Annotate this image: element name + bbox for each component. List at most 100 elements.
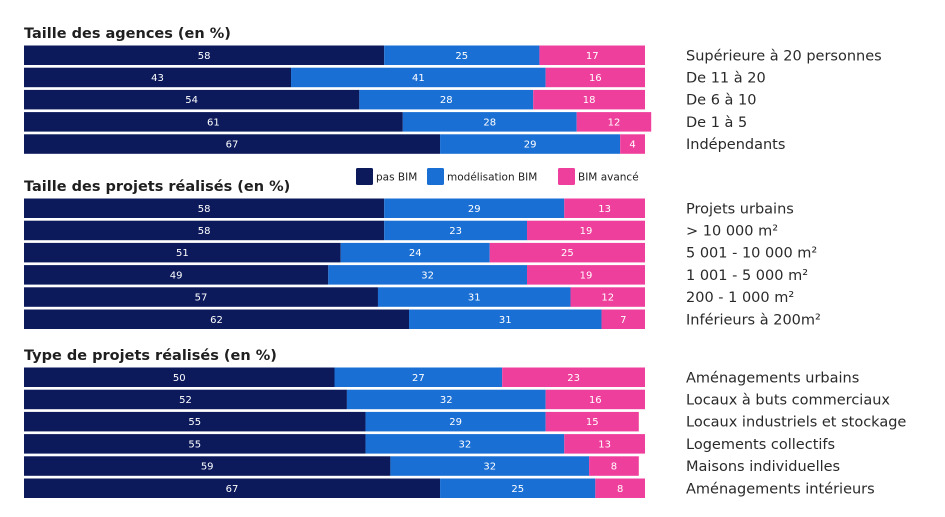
data-label: 16 [589,395,602,406]
bar-segment-mod-lisation-bim [409,309,602,329]
bar-segment-mod-lisation-bim [328,265,528,285]
bar-segment-pas-bim [24,287,378,307]
bar-segment-mod-lisation-bim [402,112,577,132]
category-label: Inférieurs à 200m² [686,312,821,328]
data-label: 19 [580,226,593,237]
data-label: 32 [483,462,496,473]
bar-segment-bim-avanc- [502,367,645,387]
bar-row: 54 28 18 De 6 à 10 [24,89,756,110]
legend-label: BIM avancé [578,172,639,184]
bar-segment-pas-bim [24,478,441,498]
bar-segment-mod-lisation-bim [390,456,590,476]
data-label: 25 [511,484,524,495]
bar-segment-mod-lisation-bim [384,220,528,241]
data-label: 55 [188,417,201,428]
bar-segment-mod-lisation-bim [340,242,490,263]
data-label: 58 [198,51,211,62]
bar-row: 67 29 4 Indépendants [24,134,785,154]
data-label: 23 [449,226,462,237]
bar-segment-mod-lisation-bim [359,89,534,110]
legend-swatch [427,168,444,185]
bar-row: 57 31 12 200 - 1 000 m² [24,287,794,307]
category-label: Supérieure à 20 personnes [686,48,882,64]
legend: pas BIM modélisation BIM BIM avancé [356,168,639,185]
data-label: 15 [586,417,599,428]
bar-segment-bim-avanc- [601,309,645,329]
bar-segment-bim-avanc- [595,478,645,498]
legend-swatch [356,168,373,185]
bar-segment-bim-avanc- [620,134,645,154]
data-label: 32 [421,270,434,281]
data-label: 29 [468,204,481,215]
data-label: 18 [583,95,596,106]
data-label: 8 [617,484,623,495]
bar-segment-pas-bim [24,411,366,432]
data-label: 29 [449,417,462,428]
chart-title: Taille des agences (en %) [24,26,231,42]
bar-segment-pas-bim [24,134,441,154]
bar-row: 55 29 15 Locaux industriels et stockage [24,411,906,432]
bar-segment-bim-avanc- [570,287,645,307]
category-label: > 10 000 m² [686,223,778,239]
category-label: 5 001 - 10 000 m² [686,246,817,262]
data-label: 13 [598,439,611,450]
data-label: 59 [201,462,214,473]
bar-segment-bim-avanc- [527,220,645,241]
data-label: 7 [620,315,626,326]
bar-row: 61 28 12 De 1 à 5 [24,112,747,132]
data-label: 43 [151,73,164,84]
bar-row: 51 24 25 5 001 - 10 000 m² [24,242,817,263]
bar-segment-bim-avanc- [564,434,645,454]
data-label: 51 [176,248,189,259]
data-label: 12 [601,293,614,304]
category-label: Maisons individuelles [686,459,840,475]
data-label: 41 [412,73,425,84]
bar-segment-pas-bim [24,242,341,263]
legend-label: pas BIM [376,172,417,184]
bar-segment-bim-avanc- [545,389,645,410]
bar-segment-mod-lisation-bim [377,287,571,307]
data-label: 16 [589,73,602,84]
bar-segment-pas-bim [24,220,385,241]
data-label: 28 [440,95,453,106]
bar-segment-bim-avanc- [489,242,645,263]
data-label: 50 [173,373,186,384]
data-label: 31 [499,315,512,326]
bar-row: 43 41 16 De 11 à 20 [24,67,766,88]
category-label: Aménagements urbains [686,370,859,386]
bar-segment-pas-bim [24,198,385,218]
data-label: 12 [608,117,621,128]
bar-segment-mod-lisation-bim [384,198,565,218]
data-label: 25 [561,248,574,259]
bar-row: 62 31 7 Inférieurs à 200m² [24,309,821,329]
chart-group-3: Type de projets réalisés (en %) 50 27 23 Amé… [24,348,906,498]
data-label: 25 [455,51,468,62]
bar-segment-pas-bim [24,456,391,476]
bar-segment-bim-avanc- [527,265,645,285]
category-label: Logements collectifs [686,437,835,453]
bar-segment-bim-avanc- [576,112,652,132]
bar-row: 58 23 19 > 10 000 m² [24,220,778,241]
data-label: 27 [412,373,425,384]
bar-segment-pas-bim [24,112,403,132]
bar-segment-mod-lisation-bim [334,367,503,387]
data-label: 17 [586,51,599,62]
bar-row: 55 32 13 Logements collectifs [24,434,835,454]
category-label: Aménagements intérieurs [686,481,875,497]
bar-segment-mod-lisation-bim [365,434,565,454]
bar-segment-mod-lisation-bim [291,67,546,88]
category-label: De 11 à 20 [686,70,766,86]
data-label: 58 [198,226,211,237]
chart-group-1: Taille des agences (en %) 58 25 17 Supérieur… [24,26,882,154]
bar-segment-bim-avanc- [539,45,645,65]
bar-segment-mod-lisation-bim [365,411,546,432]
bar-row: 52 32 16 Locaux à buts commerciaux [24,389,890,410]
bar-row: 58 29 13 Projets urbains [24,198,794,218]
bar-segment-pas-bim [24,45,385,65]
bar-segment-mod-lisation-bim [440,134,621,154]
data-label: 23 [567,373,580,384]
bar-row: 50 27 23 Aménagements urbains [24,367,859,387]
bar-row: 67 25 8 Aménagements intérieurs [24,478,875,498]
data-label: 32 [459,439,472,450]
